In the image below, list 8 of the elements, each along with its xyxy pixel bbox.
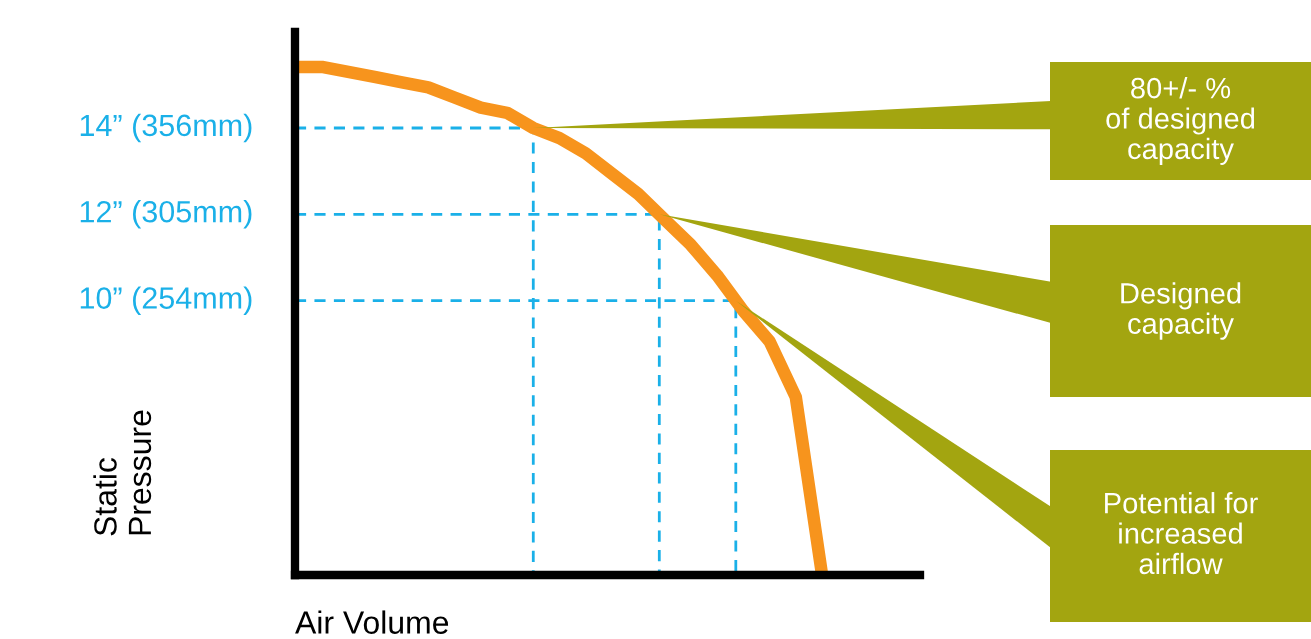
y-axis-title: Static Pressure bbox=[93, 410, 152, 536]
x-axis-title: Air Volume bbox=[295, 610, 449, 634]
ref-line-label: 12” (305mm) bbox=[80, 200, 252, 229]
text: 80+/- % of designed capacity bbox=[1106, 77, 1255, 165]
ref-line-label: 10” (254mm) bbox=[80, 286, 252, 315]
text: Potential for increased airflow bbox=[1105, 492, 1258, 575]
ref-line-label: 14” (356mm) bbox=[80, 113, 252, 143]
text: Designed capacity bbox=[1121, 282, 1241, 340]
